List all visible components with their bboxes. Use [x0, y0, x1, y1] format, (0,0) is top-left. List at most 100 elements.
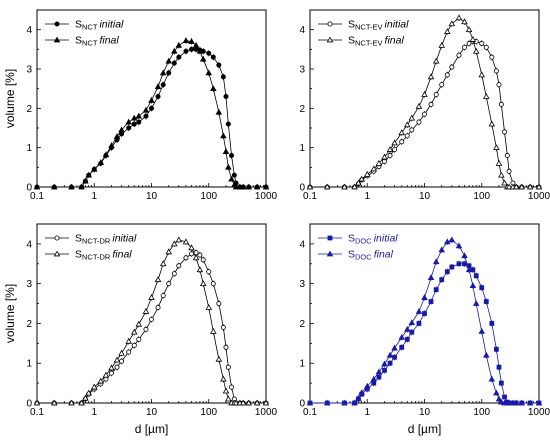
x-tick-label: 10 [146, 191, 158, 202]
data-point [465, 26, 473, 33]
data-point [196, 266, 204, 273]
data-point [192, 254, 200, 261]
data-point [478, 327, 486, 334]
data-point [526, 183, 534, 190]
data-point [135, 320, 143, 327]
y-tick-label: 4 [299, 239, 305, 250]
data-point [518, 399, 526, 406]
y-tick-label: 4 [299, 25, 305, 36]
legend-label: SDOC initial [348, 233, 398, 246]
x-axis-title: d [µm] [135, 422, 169, 436]
data-point [403, 121, 411, 128]
data-point [245, 183, 253, 190]
data-point [455, 242, 463, 249]
legend-marker [54, 21, 60, 27]
data-point [183, 255, 189, 261]
data-point [192, 41, 200, 48]
y-tick-label: 0 [299, 183, 305, 194]
data-point [175, 236, 183, 243]
data-point [428, 299, 434, 304]
data-point [306, 399, 314, 406]
data-point [114, 364, 120, 370]
y-tick-label: 2 [26, 104, 32, 115]
data-point [165, 57, 173, 64]
legend-label-sub: NCT-EV [355, 23, 383, 32]
legend-entry: SDOC initial [318, 233, 398, 246]
data-point [85, 389, 92, 396]
data-point [119, 358, 125, 364]
data-point [323, 183, 331, 190]
data-point [108, 370, 114, 376]
y-tick-label: 3 [299, 65, 305, 76]
y-tick-label: 2 [26, 319, 32, 330]
data-point [232, 399, 240, 406]
data-point [232, 183, 240, 190]
data-point [215, 355, 223, 362]
series-initial [34, 46, 269, 190]
data-point [306, 183, 314, 190]
data-point [427, 274, 435, 281]
data-point [506, 168, 512, 174]
data-point [176, 54, 182, 60]
data-point [262, 399, 270, 406]
data-point [225, 364, 231, 370]
data-point [210, 281, 216, 287]
data-point [526, 399, 534, 406]
x-tick-label: 0.1 [303, 407, 317, 418]
data-point [462, 261, 467, 267]
y-tick-label: 0 [26, 183, 32, 194]
legend-label-sub: DOC [355, 253, 372, 262]
data-point [375, 159, 383, 166]
data-point [78, 399, 85, 406]
data-point [113, 356, 121, 363]
data-point [33, 399, 41, 406]
data-point [189, 251, 195, 257]
data-point [456, 52, 462, 58]
data-point [102, 371, 110, 378]
series-line [37, 252, 266, 404]
legend-label: SNCT final [75, 35, 119, 48]
x-tick-label: 10 [146, 407, 158, 418]
data-point [171, 271, 177, 277]
x-tick-label: 0.1 [30, 407, 44, 418]
data-point [392, 354, 397, 360]
legend-label-sub: NCT-DR [82, 237, 111, 246]
data-point [439, 82, 445, 88]
data-point [155, 305, 161, 311]
data-point [225, 121, 231, 127]
data-point [205, 304, 213, 310]
data-point [160, 82, 166, 88]
plot-frame [36, 223, 267, 404]
data-point [495, 159, 503, 166]
legend-label-suffix: initial [385, 19, 410, 31]
data-point [351, 399, 358, 406]
legend-label-main: S [75, 19, 82, 31]
legend-entry: SDOC final [318, 249, 394, 262]
legend-label: SNCT initial [75, 19, 124, 32]
data-point [131, 342, 137, 348]
legend-marker [54, 235, 60, 241]
data-point [391, 139, 398, 146]
data-point [408, 114, 416, 121]
data-point [199, 55, 207, 62]
data-point [493, 389, 500, 396]
data-point [449, 264, 455, 270]
data-point [381, 360, 388, 367]
data-point [493, 144, 500, 151]
data-point [239, 399, 247, 406]
x-tick-label: 1000 [528, 191, 550, 202]
data-point [126, 125, 132, 131]
data-point [505, 183, 513, 190]
legend-entry: SNCT final [45, 35, 119, 48]
legend-label: SNCT-EV final [348, 35, 404, 48]
data-point [432, 57, 440, 64]
data-point [130, 114, 138, 121]
data-point [409, 329, 415, 335]
data-point [188, 244, 195, 251]
data-point [449, 64, 455, 70]
y-tick-label: 3 [26, 279, 32, 290]
data-point [444, 269, 450, 275]
data-point [125, 118, 133, 125]
data-point [370, 375, 378, 382]
data-point [386, 146, 394, 152]
